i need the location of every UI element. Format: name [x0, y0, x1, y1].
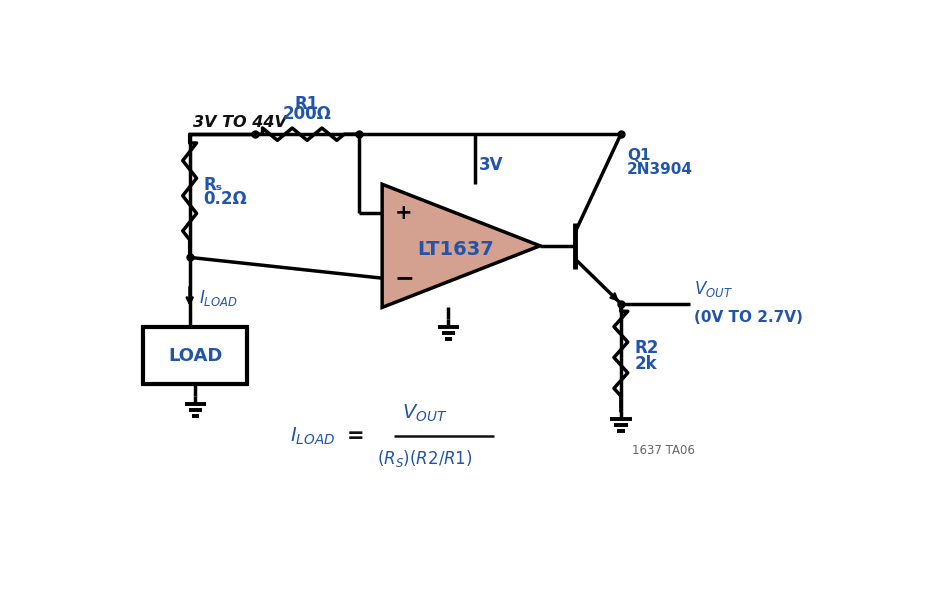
Text: LT1637: LT1637	[417, 240, 494, 259]
Text: 0.2Ω: 0.2Ω	[204, 190, 247, 208]
Text: $I_{LOAD}$: $I_{LOAD}$	[290, 426, 335, 447]
Text: Rₛ: Rₛ	[204, 176, 223, 194]
Text: R1: R1	[295, 95, 319, 112]
Text: $I_{LOAD}$: $I_{LOAD}$	[199, 288, 238, 308]
Text: $(R_S)(R2/R1)$: $(R_S)(R2/R1)$	[377, 448, 472, 469]
Text: R2: R2	[634, 339, 659, 357]
Text: (0V TO 2.7V): (0V TO 2.7V)	[694, 310, 803, 325]
Text: 3V TO 44V: 3V TO 44V	[193, 115, 287, 130]
Text: 200Ω: 200Ω	[282, 105, 331, 123]
Polygon shape	[382, 184, 540, 307]
Text: $V_{OUT}$: $V_{OUT}$	[402, 403, 447, 424]
Text: $V_{OUT}$: $V_{OUT}$	[694, 279, 733, 299]
Text: 3V: 3V	[480, 156, 504, 173]
Text: 2N3904: 2N3904	[627, 162, 693, 177]
Text: +: +	[395, 204, 413, 224]
Text: =: =	[346, 426, 364, 446]
Text: −: −	[395, 266, 414, 290]
Text: LOAD: LOAD	[168, 346, 223, 365]
Bar	[143, 327, 247, 384]
Text: 1637 TA06: 1637 TA06	[632, 444, 695, 456]
Text: 2k: 2k	[634, 355, 657, 372]
Text: Q1: Q1	[627, 148, 650, 163]
